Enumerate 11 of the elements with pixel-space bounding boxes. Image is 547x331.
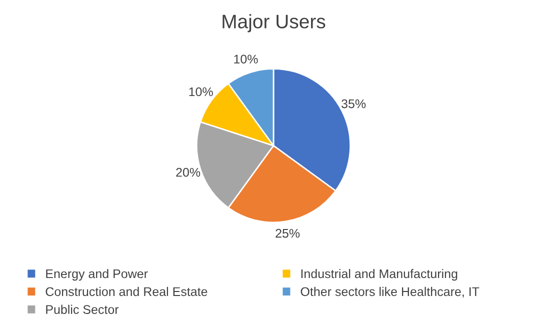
chart-title: Major Users (222, 14, 326, 32)
legend-label: Energy and Power (46, 268, 148, 281)
data-label: 25% (276, 228, 300, 238)
data-label: 20% (176, 168, 200, 177)
data-label: 10% (234, 54, 258, 64)
legend-label: Public Sector (46, 304, 119, 314)
legend-label: Construction and Real Estate (46, 286, 208, 296)
legend-label: Industrial and Manufacturing (301, 268, 458, 281)
data-label: 35% (342, 99, 366, 108)
legend-label: Other sectors like Healthcare, IT (300, 286, 480, 298)
data-label: 10% (189, 87, 213, 96)
